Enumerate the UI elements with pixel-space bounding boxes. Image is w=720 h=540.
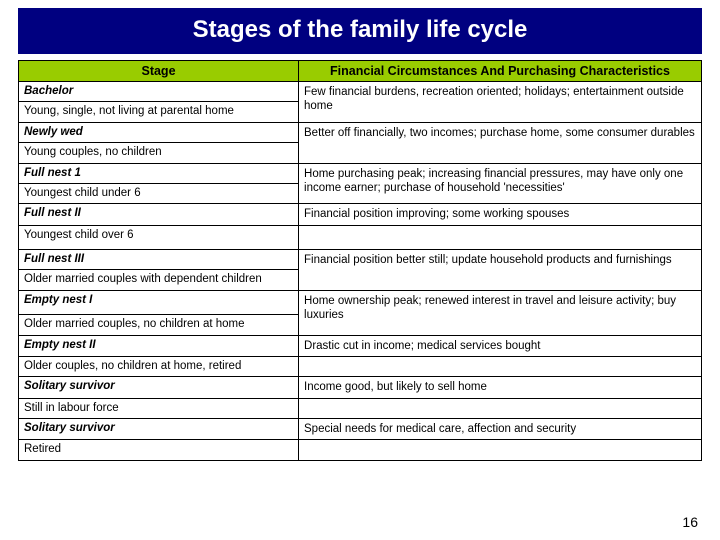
finance-cell: Drastic cut in income; medical services … (299, 335, 702, 356)
slide-title: Stages of the family life cycle (18, 8, 702, 54)
stage-name: Newly wed (19, 122, 299, 142)
finance-cell: Home purchasing peak; increasing financi… (299, 163, 702, 204)
finance-cell: Financial position better still; update … (299, 250, 702, 291)
finance-cell: Income good, but likely to sell home (299, 377, 702, 398)
stage-name: Full nest III (19, 250, 299, 270)
finance-cell: Financial position improving; some worki… (299, 204, 702, 225)
stage-desc: Young couples, no children (19, 143, 299, 163)
stages-table: Stage Financial Circumstances And Purcha… (18, 60, 702, 461)
stage-desc: Older married couples with dependent chi… (19, 270, 299, 290)
stage-desc: Young, single, not living at parental ho… (19, 102, 299, 122)
stage-name: Solitary survivor (19, 419, 299, 440)
stage-name: Empty nest II (19, 335, 299, 356)
finance-cell-empty (299, 440, 702, 460)
stage-desc: Retired (19, 440, 299, 460)
stage-desc: Older couples, no children at home, reti… (19, 356, 299, 376)
header-stage: Stage (19, 61, 299, 82)
finance-cell-empty (299, 225, 702, 249)
finance-cell: Home ownership peak; renewed interest in… (299, 290, 702, 335)
stage-name: Solitary survivor (19, 377, 299, 398)
page-number: 16 (682, 514, 698, 530)
finance-cell: Few financial burdens, recreation orient… (299, 82, 702, 123)
stage-name: Empty nest I (19, 290, 299, 314)
stage-desc: Older married couples, no children at ho… (19, 315, 299, 335)
finance-cell-empty (299, 398, 702, 418)
header-finance: Financial Circumstances And Purchasing C… (299, 61, 702, 82)
stage-desc: Still in labour force (19, 398, 299, 418)
stage-name: Bachelor (19, 82, 299, 102)
stage-desc: Youngest child over 6 (19, 225, 299, 249)
finance-cell-empty (299, 356, 702, 376)
stage-desc: Youngest child under 6 (19, 183, 299, 203)
finance-cell: Special needs for medical care, affectio… (299, 419, 702, 440)
stage-name: Full nest 1 (19, 163, 299, 183)
finance-cell: Better off financially, two incomes; pur… (299, 122, 702, 163)
stage-name: Full nest II (19, 204, 299, 225)
slide: Stages of the family life cycle Stage Fi… (0, 0, 720, 540)
